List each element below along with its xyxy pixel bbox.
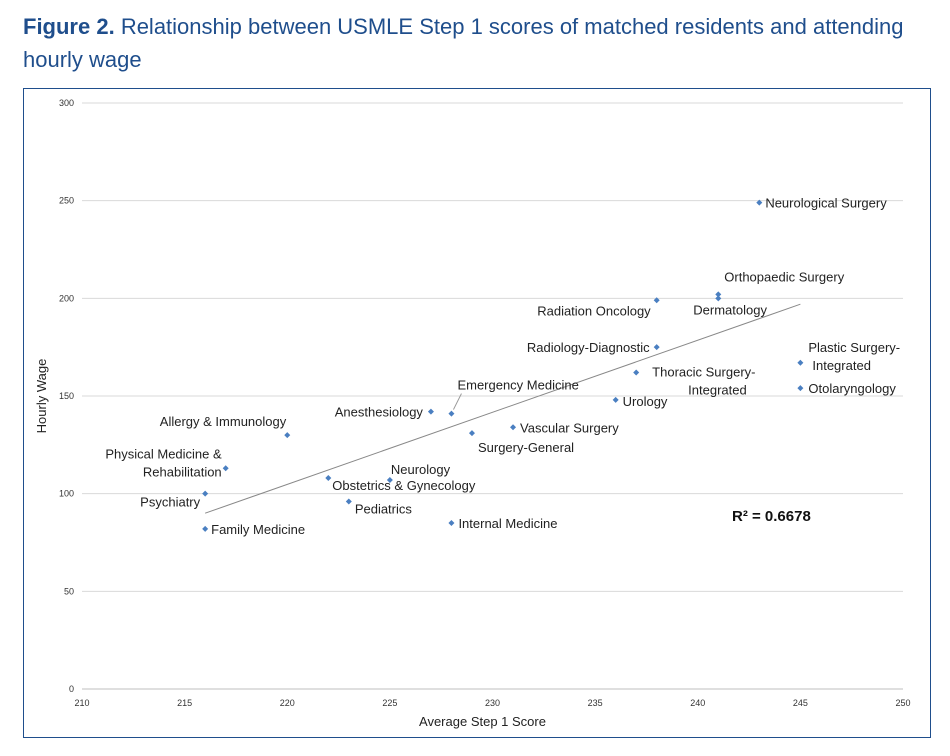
label-allergy-immunology: Allergy & Immunology (160, 414, 287, 429)
label-neurological-surgery: Neurological Surgery (765, 196, 887, 211)
point-emergency-medicine (448, 410, 455, 417)
trend-line (204, 303, 801, 514)
y-tick-0: 0 (69, 684, 74, 694)
label-family-medicine: Family Medicine (211, 522, 305, 537)
label-urology: Urology (623, 394, 668, 409)
point-family-medicine (202, 525, 209, 532)
gridlines (82, 102, 903, 592)
label-pediatrics: Pediatrics (355, 501, 413, 516)
label-vascular-surgery: Vascular Surgery (520, 420, 619, 435)
point-pediatrics (345, 498, 352, 505)
point-physical-medicine-rehabilitation (222, 465, 229, 472)
label-plastic-surgery-integrated: Plastic Surgery-Integrated (808, 340, 900, 373)
y-tick-100: 100 (59, 489, 74, 499)
point-labels: Neurological Surgery Orthopaedic Surgery D… (105, 196, 900, 537)
point-orthopaedic-surgery (715, 291, 722, 298)
figure-label: Figure 2. (23, 14, 115, 39)
y-tick-200: 200 (59, 293, 74, 303)
x-axis-title: Average Step 1 Score (419, 714, 546, 729)
label-otolaryngology: Otolaryngology (808, 381, 896, 396)
label-radiology-diagnostic: Radiology-Diagnostic (527, 340, 650, 355)
point-surgery-general (468, 430, 475, 437)
x-tick-245: 245 (793, 698, 808, 708)
x-tick-225: 225 (382, 698, 397, 708)
y-tick-50: 50 (64, 586, 74, 596)
label-obstetrics-gynecology: Obstetrics & Gynecology (332, 478, 476, 493)
point-neurology (386, 476, 393, 483)
x-tick-215: 215 (177, 698, 192, 708)
point-anesthesiology (427, 408, 434, 415)
label-orthopaedic-surgery: Orthopaedic Surgery (724, 269, 844, 284)
point-plastic-surgery-integrated (797, 359, 804, 366)
x-tick-240: 240 (690, 698, 705, 708)
label-neurology: Neurology (391, 462, 451, 477)
point-radiology-diagnostic (653, 344, 660, 351)
figure-caption: Figure 2. Relationship between USMLE Ste… (23, 10, 923, 76)
point-psychiatry (202, 490, 209, 497)
label-internal-medicine: Internal Medicine (458, 516, 557, 531)
data-points (202, 199, 804, 532)
x-tick-210: 210 (74, 698, 89, 708)
label-emergency-medicine: Emergency Medicine (457, 378, 578, 393)
x-tick-220: 220 (280, 698, 295, 708)
x-tick-235: 235 (588, 698, 603, 708)
point-otolaryngology (797, 385, 804, 392)
x-tick-230: 230 (485, 698, 500, 708)
label-psychiatry: Psychiatry (140, 495, 200, 510)
chart-frame: 0 50 100 150 200 250 300 210 215 220 225 230 235 240… (23, 88, 931, 738)
x-tick-250: 250 (895, 698, 910, 708)
figure-caption-text: Relationship between USMLE Step 1 scores… (23, 14, 904, 72)
y-tick-150: 150 (59, 391, 74, 401)
label-radiation-oncology: Radiation Oncology (537, 303, 651, 318)
x-tick-labels: 210 215 220 225 230 235 240 245 250 (74, 698, 910, 708)
label-surgery-general: Surgery-General (478, 440, 574, 455)
point-vascular-surgery (510, 424, 517, 431)
point-allergy-immunology (284, 432, 291, 439)
y-tick-250: 250 (59, 196, 74, 206)
point-neurological-surgery (756, 199, 763, 206)
point-obstetrics-gynecology (325, 475, 332, 482)
r-squared-annotation: R² = 0.6678 (732, 508, 811, 525)
point-internal-medicine (448, 519, 455, 526)
scatter-chart: 0 50 100 150 200 250 300 210 215 220 225 230 235 240… (34, 98, 911, 729)
point-radiation-oncology (653, 297, 660, 304)
label-thoracic-surgery-integrated: Thoracic Surgery-Integrated (652, 365, 755, 398)
label-physical-medicine-rehabilitation: Physical Medicine & Rehabilitation (105, 446, 222, 479)
point-urology (612, 396, 619, 403)
y-axis-title: Hourly Wage (34, 359, 49, 434)
label-anesthesiology: Anesthesiology (335, 405, 424, 420)
y-tick-300: 300 (59, 98, 74, 108)
point-thoracic-surgery-integrated (633, 369, 640, 376)
label-dermatology: Dermatology (693, 302, 767, 317)
y-tick-labels: 0 50 100 150 200 250 300 (59, 98, 74, 694)
point-dermatology (715, 295, 722, 302)
leader-emergency-medicine (453, 393, 462, 410)
